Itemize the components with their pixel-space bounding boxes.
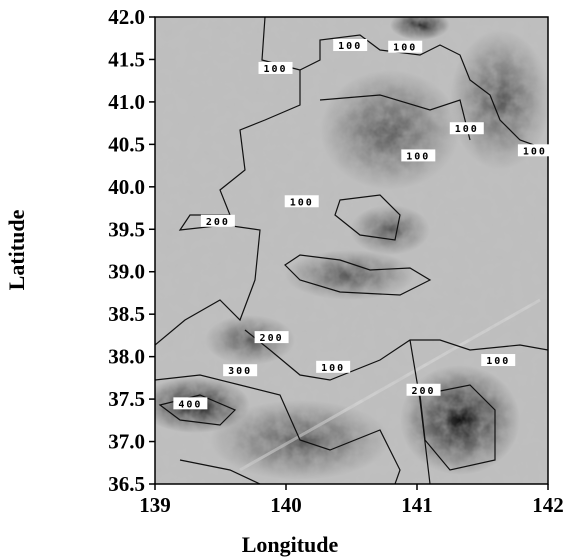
y-tick-label: 40.0: [108, 175, 145, 199]
map-image: [140, 10, 550, 484]
contour-label: 400: [178, 399, 202, 410]
y-tick-label: 40.5: [108, 132, 145, 156]
y-tick-label: 42.0: [108, 5, 145, 29]
y-tick-label: 41.5: [108, 47, 145, 71]
contour-label: 100: [338, 41, 362, 52]
y-tick-label: 37.0: [108, 430, 145, 454]
x-tick-label: 140: [270, 493, 302, 517]
y-tick-label: 41.0: [108, 90, 145, 114]
x-tick-label: 142: [532, 493, 564, 517]
x-tick-label: 139: [139, 493, 171, 517]
contour-label: 100: [486, 356, 510, 367]
y-axis-label: Latitude: [4, 209, 29, 290]
y-tick-label: 39.5: [108, 217, 145, 241]
y-tick-label: 37.5: [108, 387, 145, 411]
x-tick-label: 141: [401, 493, 433, 517]
contour-label: 100: [263, 64, 287, 75]
contour-label: 100: [523, 146, 547, 157]
contour-label: 100: [290, 197, 314, 208]
contour-label: 100: [455, 124, 479, 135]
chart: Longitude Latitude 36.537.037.538.038.53…: [0, 0, 576, 560]
contour-label: 300: [228, 366, 252, 377]
y-tick-label: 39.0: [108, 260, 145, 284]
contour-label: 200: [206, 217, 230, 228]
contour-label: 100: [393, 43, 417, 54]
y-tick-label: 38.5: [108, 302, 145, 326]
contour-label: 100: [406, 151, 430, 162]
contour-label: 200: [412, 386, 436, 397]
contour-label: 200: [260, 333, 284, 344]
y-tick-label: 38.0: [108, 345, 145, 369]
contour-label: 100: [321, 363, 345, 374]
x-axis-label: Longitude: [242, 532, 339, 557]
